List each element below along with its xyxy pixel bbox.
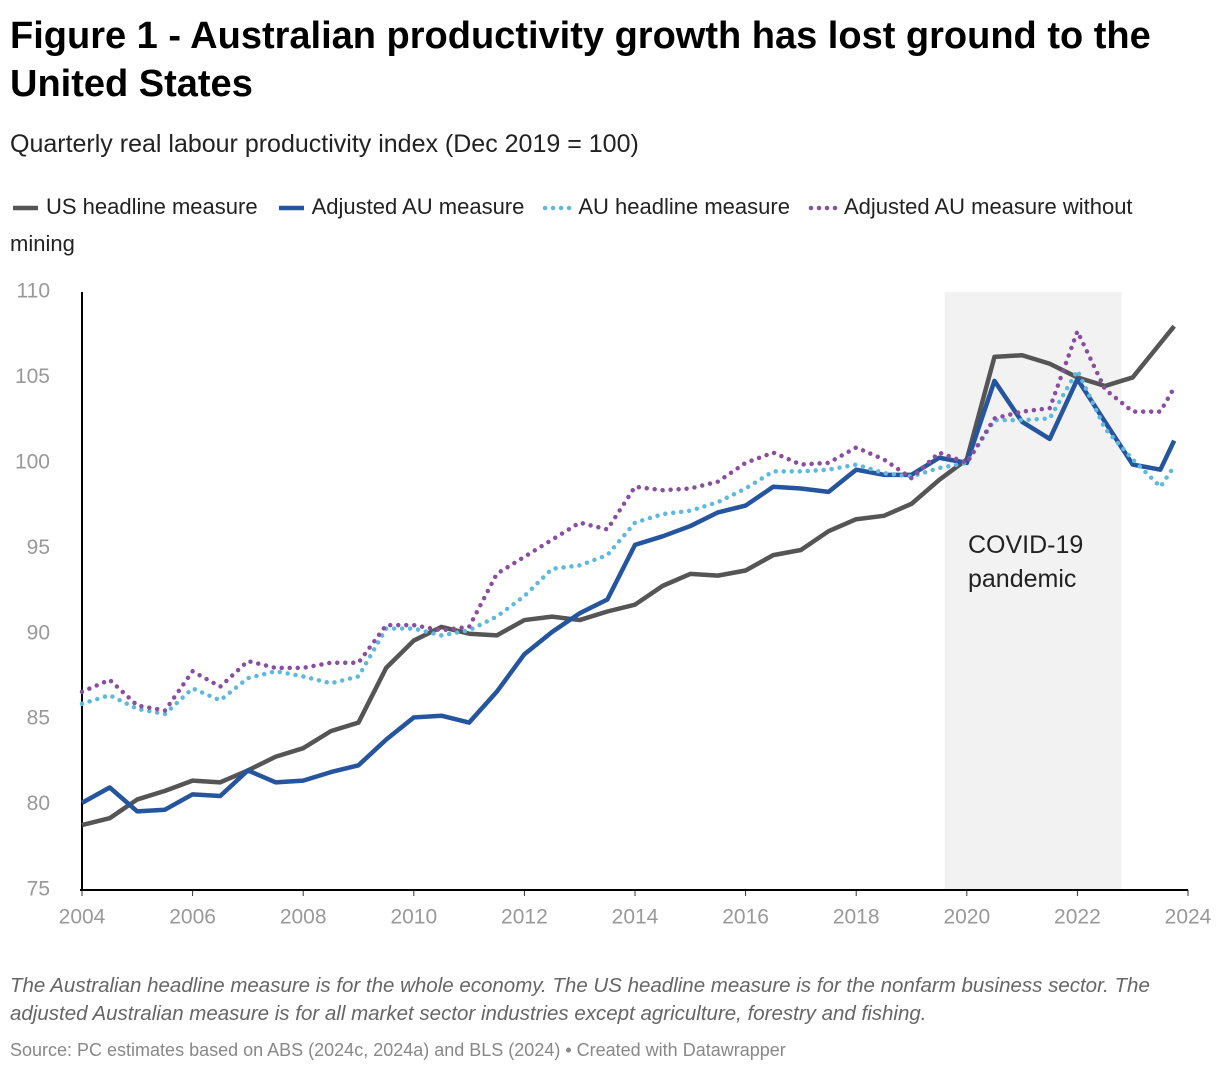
legend-item: US headline measure [10,194,258,219]
x-tick-label: 2004 [59,906,106,929]
y-tick-label: 105 [15,365,50,388]
series-line [80,376,1177,814]
x-tick-label: 2010 [390,906,437,929]
legend-label: Adjusted AU measure [311,194,525,219]
y-tick-label: 110 [17,280,50,303]
legend-label: Adjusted AU measure without mining [10,194,1133,256]
x-tick-label: 2024 [1165,906,1212,929]
x-tick-label: 2020 [943,906,990,929]
x-tick-label: 2006 [169,906,216,929]
y-tick-label: 100 [15,450,50,473]
series-line [79,325,1177,714]
y-tick-label: 80 [27,792,50,815]
series-line [79,365,1177,717]
legend-label: AU headline measure [578,194,790,219]
x-tick-label: 2016 [722,906,769,929]
x-tick-label: 2008 [280,906,327,929]
footnote: The Australian headline measure is for t… [10,974,1150,1025]
annotation-label: COVID-19 pandemic [968,531,1084,593]
legend-item: Adjusted AU measure [276,194,525,219]
source: Source: PC estimates based on ABS (2024c… [10,1040,786,1060]
chart-title: Figure 1 - Australian productivity growt… [10,15,1151,105]
legend-swatch [278,205,304,211]
x-tick-label: 2022 [1054,906,1101,929]
legend-swatch [808,205,838,211]
y-tick-label: 75 [27,878,50,901]
y-tick-label: 90 [27,621,50,644]
legend-label: US headline measure [46,194,258,219]
chart-subtitle: Quarterly real labour productivity index… [10,130,639,158]
legend-swatch [13,205,38,211]
legend-swatch [543,205,573,211]
y-tick-label: 85 [27,707,50,730]
annotation-band [944,292,1122,890]
x-tick-label: 2018 [833,906,880,929]
x-tick-label: 2012 [501,906,548,929]
legend: US headline measure Adjusted AU measure AU… [10,188,1160,262]
x-tick-label: 2014 [612,906,659,929]
y-tick-label: 95 [27,536,50,559]
series-line [81,324,1176,828]
legend-item: AU headline measure [542,194,790,219]
legend-item: Adjusted AU measure without mining [10,194,1133,256]
